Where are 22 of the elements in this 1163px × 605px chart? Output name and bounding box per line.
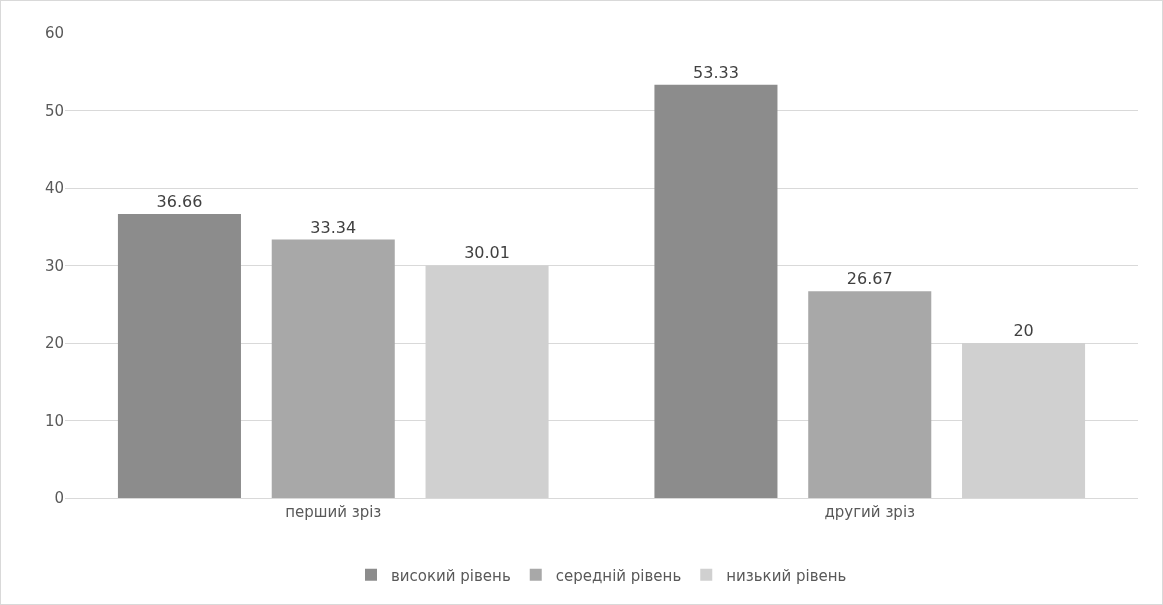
bar: [808, 291, 932, 498]
data-label: 20: [1013, 321, 1034, 340]
bar: [117, 213, 241, 498]
y-tick-label: 40: [44, 179, 64, 198]
y-tick-label: 30: [44, 256, 64, 275]
data-label: 36.66: [156, 191, 203, 211]
data-label: 30.01: [464, 243, 510, 263]
y-tick-label: 50: [44, 101, 64, 120]
y-tick-label: 60: [44, 24, 64, 43]
x-tick-label: перший зріз: [285, 503, 382, 521]
data-label: 53.33: [693, 62, 739, 82]
bar: [271, 239, 395, 498]
y-tick-label: 10: [44, 411, 64, 430]
x-tick-label: другий зріз: [824, 503, 916, 521]
bar: [654, 84, 778, 498]
legend-label: високий рівень: [391, 566, 511, 585]
data-label: 33.34: [310, 217, 357, 237]
data-label: 26.67: [846, 269, 893, 289]
y-tick-label: 0: [54, 489, 64, 508]
y-tick-label: 20: [44, 334, 64, 353]
legend-label: низький рівень: [726, 566, 847, 585]
legend-label: середній рівень: [555, 566, 682, 585]
